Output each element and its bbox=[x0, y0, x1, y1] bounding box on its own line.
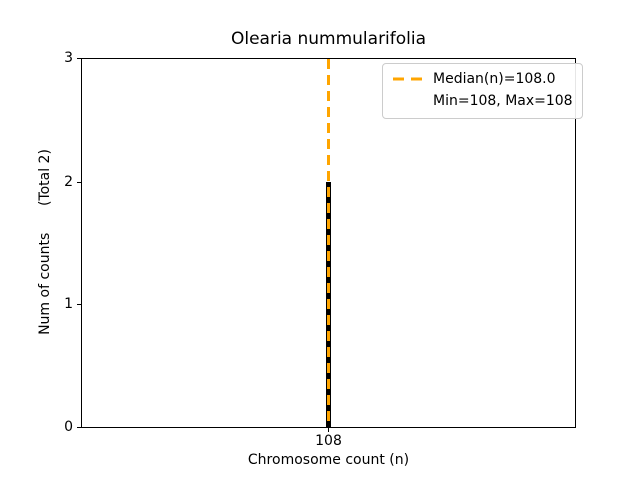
y-tick-mark-2 bbox=[77, 182, 81, 183]
plot-area bbox=[81, 58, 576, 428]
y-tick-mark-0 bbox=[77, 427, 81, 428]
y-tick-label-1: 1 bbox=[64, 296, 73, 312]
x-tick-mark-108 bbox=[328, 428, 329, 432]
y-tick-mark-3 bbox=[77, 58, 81, 59]
legend-entry-median: Median(n)=108.0 bbox=[392, 68, 573, 90]
legend: Median(n)=108.0 Min=108, Max=108 bbox=[382, 63, 583, 119]
x-axis-label: Chromosome count (n) bbox=[247, 452, 410, 468]
legend-entry-minmax: Min=108, Max=108 bbox=[392, 90, 573, 112]
y-tick-label-3: 3 bbox=[64, 50, 73, 66]
legend-label-median: Median(n)=108.0 bbox=[433, 71, 556, 87]
y-axis-label: Num of counts (Total 2) bbox=[37, 149, 53, 335]
median-dashed-line-icon bbox=[393, 77, 423, 81]
plot-canvas bbox=[326, 59, 331, 427]
y-tick-label-2: 2 bbox=[64, 174, 73, 190]
chart-title: Olearia nummularifolia bbox=[230, 29, 427, 49]
legend-label-minmax: Min=108, Max=108 bbox=[433, 93, 573, 109]
y-tick-mark-1 bbox=[77, 304, 81, 305]
x-tick-label-108: 108 bbox=[315, 433, 342, 449]
y-tick-label-0: 0 bbox=[64, 419, 73, 435]
